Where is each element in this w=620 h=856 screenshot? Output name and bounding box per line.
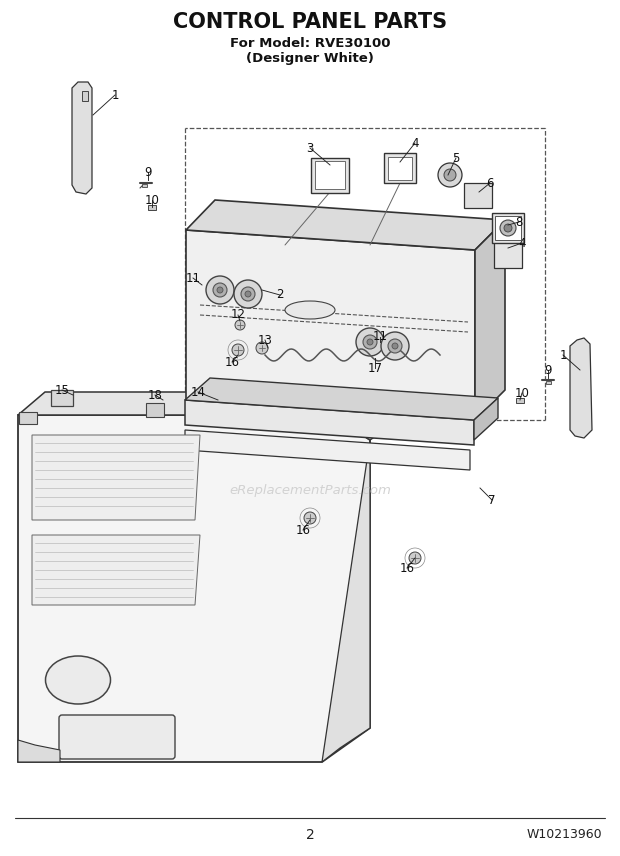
Circle shape	[234, 280, 262, 308]
Text: 16: 16	[224, 355, 239, 368]
Ellipse shape	[45, 656, 110, 704]
Circle shape	[235, 320, 245, 330]
Bar	[516, 397, 524, 402]
Text: 4: 4	[411, 136, 418, 150]
Text: 16: 16	[296, 524, 311, 537]
Circle shape	[245, 291, 251, 297]
Bar	[148, 205, 156, 210]
Bar	[146, 403, 164, 417]
Bar	[141, 183, 146, 187]
Text: 2: 2	[277, 288, 284, 301]
Text: 6: 6	[486, 176, 494, 189]
Circle shape	[241, 287, 255, 301]
Circle shape	[388, 339, 402, 353]
Bar	[315, 161, 345, 189]
Text: 5: 5	[453, 152, 459, 164]
Circle shape	[217, 287, 223, 293]
Circle shape	[444, 169, 456, 181]
Text: 1: 1	[559, 348, 567, 361]
Text: CONTROL PANEL PARTS: CONTROL PANEL PARTS	[173, 12, 447, 32]
Text: 7: 7	[489, 494, 496, 507]
Polygon shape	[32, 535, 200, 605]
Bar	[388, 157, 412, 180]
Circle shape	[409, 552, 421, 564]
Bar	[19, 412, 37, 424]
Polygon shape	[186, 200, 505, 250]
Circle shape	[356, 328, 384, 356]
Circle shape	[438, 163, 462, 187]
Text: 4: 4	[518, 236, 526, 249]
Text: (Designer White): (Designer White)	[246, 51, 374, 64]
Circle shape	[504, 224, 512, 232]
Circle shape	[256, 342, 268, 354]
Polygon shape	[72, 82, 92, 194]
Text: 9: 9	[544, 364, 552, 377]
Bar	[546, 381, 551, 383]
Text: eReplacementParts.com: eReplacementParts.com	[229, 484, 391, 496]
Polygon shape	[332, 392, 400, 440]
Text: 9: 9	[144, 165, 152, 179]
Text: 10: 10	[515, 387, 529, 400]
Text: 10: 10	[144, 193, 159, 206]
Circle shape	[304, 512, 316, 524]
Ellipse shape	[285, 301, 335, 319]
Polygon shape	[186, 230, 475, 420]
Polygon shape	[18, 740, 60, 762]
Text: 18: 18	[148, 389, 162, 401]
Text: 17: 17	[368, 361, 383, 375]
Polygon shape	[18, 392, 358, 415]
Text: 11: 11	[373, 330, 388, 343]
Bar	[384, 153, 416, 183]
Text: 13: 13	[257, 334, 272, 347]
Circle shape	[500, 220, 516, 236]
Circle shape	[381, 332, 409, 360]
Polygon shape	[475, 220, 505, 420]
Circle shape	[363, 335, 377, 349]
Polygon shape	[570, 338, 592, 438]
Bar	[82, 91, 88, 101]
Text: For Model: RVE30100: For Model: RVE30100	[230, 37, 390, 50]
Polygon shape	[185, 400, 474, 445]
Polygon shape	[185, 430, 470, 470]
Text: 2: 2	[306, 828, 314, 842]
Bar	[51, 390, 73, 406]
Polygon shape	[32, 435, 200, 520]
Circle shape	[206, 276, 234, 304]
Text: W10213960: W10213960	[526, 829, 602, 841]
Bar	[494, 242, 522, 268]
Text: 3: 3	[306, 141, 314, 154]
Polygon shape	[474, 398, 498, 440]
Circle shape	[232, 344, 244, 356]
Polygon shape	[185, 378, 498, 420]
Text: 11: 11	[185, 271, 200, 284]
Circle shape	[392, 343, 398, 349]
Text: 15: 15	[55, 383, 69, 396]
Text: 14: 14	[190, 385, 205, 399]
Polygon shape	[18, 415, 370, 762]
Text: 8: 8	[515, 216, 523, 229]
Bar	[464, 182, 492, 207]
Text: 16: 16	[399, 562, 415, 574]
Bar	[492, 213, 524, 243]
Text: 12: 12	[231, 308, 246, 322]
Polygon shape	[322, 440, 370, 762]
Circle shape	[367, 339, 373, 345]
Bar	[495, 216, 521, 240]
Circle shape	[213, 283, 227, 297]
Bar	[311, 158, 349, 193]
FancyBboxPatch shape	[59, 715, 175, 759]
Text: 1: 1	[111, 88, 119, 102]
